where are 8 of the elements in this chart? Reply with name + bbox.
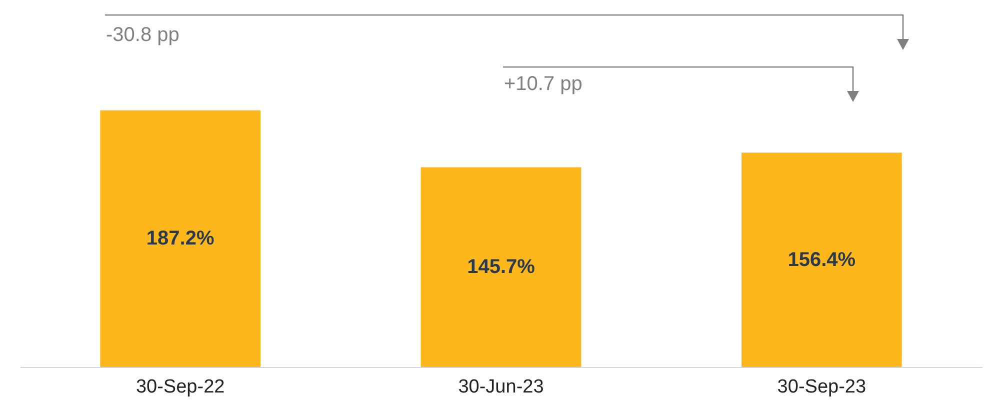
x-tick-label: 30-Sep-22 — [136, 376, 225, 398]
text: -30.8 pp — [106, 24, 180, 47]
data-label: 145.7% — [467, 256, 536, 278]
x-tick-label: 30-Jun-23 — [458, 376, 544, 398]
data-label: 187.2% — [146, 228, 214, 250]
x-tick-label: 30-Sep-23 — [777, 376, 866, 398]
data-label: 156.4% — [788, 248, 856, 271]
text: +10.7 pp — [504, 73, 582, 96]
